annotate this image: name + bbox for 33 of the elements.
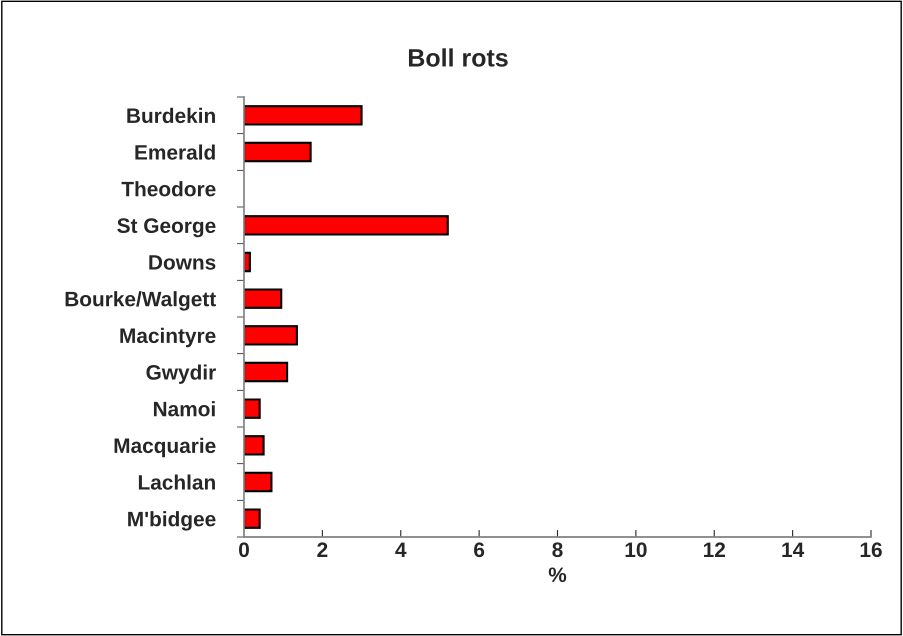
x-tick-label: 6 xyxy=(474,542,484,558)
bar xyxy=(244,435,265,456)
y-tick-label: M'bidgee xyxy=(128,511,216,531)
x-tick-label: 0 xyxy=(239,542,249,558)
bar xyxy=(244,105,363,126)
x-tick-label: 16 xyxy=(860,542,882,558)
bar xyxy=(244,362,288,382)
y-tick-label: Theodore xyxy=(122,181,216,196)
y-tick-label: Macquarie xyxy=(114,438,216,458)
y-tick-label: Burdekin xyxy=(127,108,215,124)
x-axis-title: % xyxy=(548,567,566,582)
bar xyxy=(244,142,312,162)
y-tick-label: Bourke/Walgett xyxy=(66,291,216,311)
y-tick-label: Macintyre xyxy=(120,328,216,348)
bar xyxy=(244,288,282,309)
x-tick-label: 12 xyxy=(704,542,726,557)
bar xyxy=(244,508,261,529)
bar xyxy=(244,472,272,492)
y-tick-label: St George xyxy=(117,218,216,238)
x-tick-label: 8 xyxy=(552,542,563,558)
y-tick-label: Gwydir xyxy=(146,364,216,384)
y-tick-label: Downs xyxy=(149,255,216,270)
y-tick-label: Lachlan xyxy=(138,474,215,490)
x-tick-label: 14 xyxy=(782,542,804,557)
bar xyxy=(244,325,298,346)
x-tick-label: 2 xyxy=(317,542,328,557)
x-tick-label: 4 xyxy=(395,542,406,557)
x-tick-label: 10 xyxy=(626,542,647,558)
chart-title: Boll rots xyxy=(408,48,508,67)
y-tick-label: Namoi xyxy=(154,401,215,416)
bar xyxy=(244,215,449,236)
y-tick-label: Emerald xyxy=(135,144,215,160)
bar xyxy=(244,398,261,419)
